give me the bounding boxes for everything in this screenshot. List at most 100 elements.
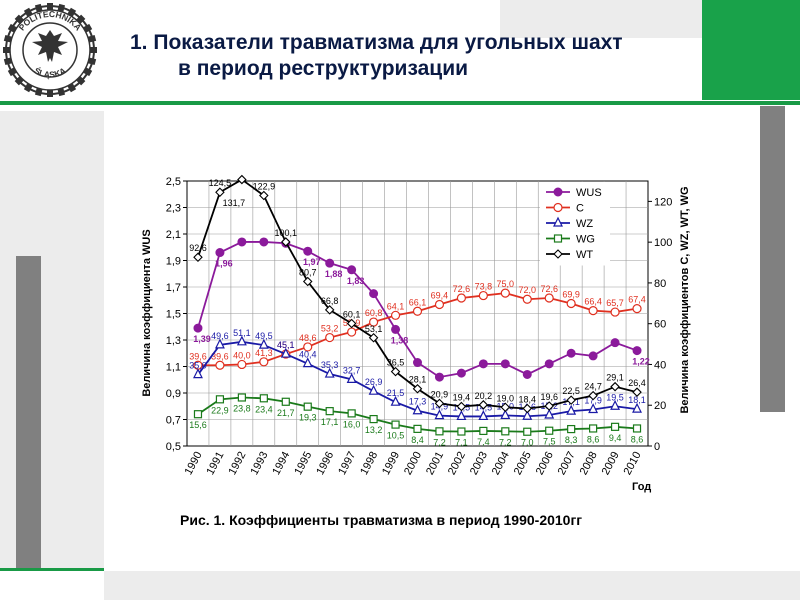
left-axis-tick-label: 1,1 [166, 362, 181, 374]
data-label-c: 75,0 [497, 279, 515, 289]
data-label-c: 65,7 [606, 298, 624, 308]
right-axis-title: Величина коэффициентов C, WZ, WT, WG [679, 186, 691, 413]
data-point-wt [302, 276, 313, 287]
data-label-wg: 8,6 [631, 434, 644, 444]
data-point-c [610, 307, 620, 317]
data-label-wt: 122,9 [253, 181, 276, 191]
data-point-wus [259, 237, 269, 247]
data-label-wg: 21,7 [277, 408, 295, 418]
data-point-c [368, 317, 379, 327]
data-label-wz: 17,3 [409, 397, 427, 407]
x-axis-tick-label: 1990 [183, 450, 205, 477]
figure-caption: Рис. 1. Коэффициенты травматизма в перио… [180, 512, 583, 528]
data-label-wz: 49,6 [211, 331, 229, 341]
data-label-wz: 17,9 [584, 396, 602, 406]
data-point-wt [259, 190, 269, 201]
data-point-wus [500, 359, 510, 369]
data-label-wt: 124,5 [209, 178, 232, 188]
data-point-wus [566, 348, 576, 358]
data-label-wt: 36,5 [387, 358, 405, 368]
data-point-wus [522, 369, 532, 379]
data-point-c [215, 360, 225, 370]
data-point-c [500, 288, 510, 298]
legend-swatch-marker [553, 202, 563, 213]
data-point-wz [434, 409, 445, 420]
data-label-c: 73,8 [475, 282, 493, 292]
data-point-wg [325, 407, 334, 416]
data-label-wz: 18,1 [628, 395, 646, 405]
data-point-c [303, 342, 313, 352]
title-line-2: в период реструктуризации [178, 57, 469, 80]
data-point-wg [567, 424, 576, 434]
data-label-wz: 35,3 [321, 360, 339, 370]
data-label-c: 72,6 [453, 284, 471, 294]
logo-bottom-text: ŚLĄSKA [32, 65, 67, 80]
data-point-wz [610, 399, 621, 410]
data-point-wg [303, 402, 312, 411]
data-label-wg: 7,5 [543, 437, 556, 447]
gear-tooth [3, 34, 13, 43]
data-point-wg [435, 427, 444, 436]
data-label-c: 45,1 [277, 340, 295, 350]
data-label-wus: 1,22 [632, 357, 650, 367]
data-label-wt: 19,4 [453, 392, 471, 402]
data-label-c: 41,3 [255, 348, 273, 358]
data-label-c: 39,6 [211, 351, 229, 361]
data-label-wt: 100,1 [275, 228, 298, 238]
data-label-wg: 23,4 [255, 404, 273, 414]
left-gray-bar [16, 256, 41, 568]
data-point-wz [280, 347, 291, 358]
x-axis-tick-label: 2006 [534, 450, 556, 477]
data-point-wg [632, 424, 642, 433]
data-point-wz [324, 367, 335, 378]
data-point-wz [588, 403, 599, 414]
data-label-c: 66,1 [409, 297, 427, 307]
data-label-wg: 10,5 [387, 431, 405, 441]
data-label-wus: 1,96 [215, 259, 233, 269]
data-point-c [237, 359, 247, 370]
gear-tooth [47, 90, 53, 97]
data-label-c: 48,6 [299, 333, 317, 343]
data-label-wz: 49,5 [255, 331, 273, 341]
data-point-wt [324, 305, 335, 315]
data-label-wt: 92,6 [189, 243, 207, 253]
left-axis-tick-label: 0,7 [166, 415, 181, 427]
data-label-wt: 60,1 [343, 309, 361, 319]
data-point-c [632, 304, 642, 314]
x-axis-tick-label: 1999 [380, 450, 402, 477]
data-label-wt: 20,2 [475, 391, 493, 401]
x-axis-tick-label: 2010 [622, 450, 644, 477]
data-point-wus [369, 289, 379, 299]
data-point-c [544, 293, 554, 303]
data-point-wz [236, 335, 247, 346]
data-point-wz [566, 404, 577, 415]
data-point-wg [193, 410, 203, 419]
data-point-c [456, 293, 467, 303]
data-label-wg: 23,8 [233, 403, 251, 413]
x-axis-tick-label: 2007 [556, 450, 578, 477]
x-axis-tick-label: 1994 [270, 450, 292, 477]
data-point-wus [215, 248, 225, 258]
data-point-wz [193, 368, 203, 379]
bottom-band [104, 571, 800, 600]
data-label-c: 69,4 [431, 291, 449, 301]
data-label-wg: 7,0 [521, 438, 534, 448]
data-point-wus [347, 265, 357, 275]
left-axis-tick-label: 0,9 [166, 388, 181, 400]
x-axis-tick-label: 2009 [600, 450, 622, 477]
data-label-wz: 51,1 [233, 328, 251, 338]
data-label-wg: 9,4 [609, 433, 622, 443]
right-axis-tick-label: 0 [654, 441, 660, 453]
gear-tooth [87, 34, 97, 43]
gear-tooth [3, 47, 10, 53]
x-axis-tick-label: 1992 [226, 450, 248, 477]
data-label-wg: 7,2 [499, 437, 512, 447]
data-label-wz: 19,5 [606, 392, 624, 402]
data-point-wt [610, 381, 620, 392]
data-label-c: 67,4 [628, 295, 646, 305]
data-point-wz [346, 373, 357, 383]
data-point-c [390, 310, 401, 320]
data-point-wt [193, 252, 203, 263]
data-point-wz [522, 409, 533, 420]
